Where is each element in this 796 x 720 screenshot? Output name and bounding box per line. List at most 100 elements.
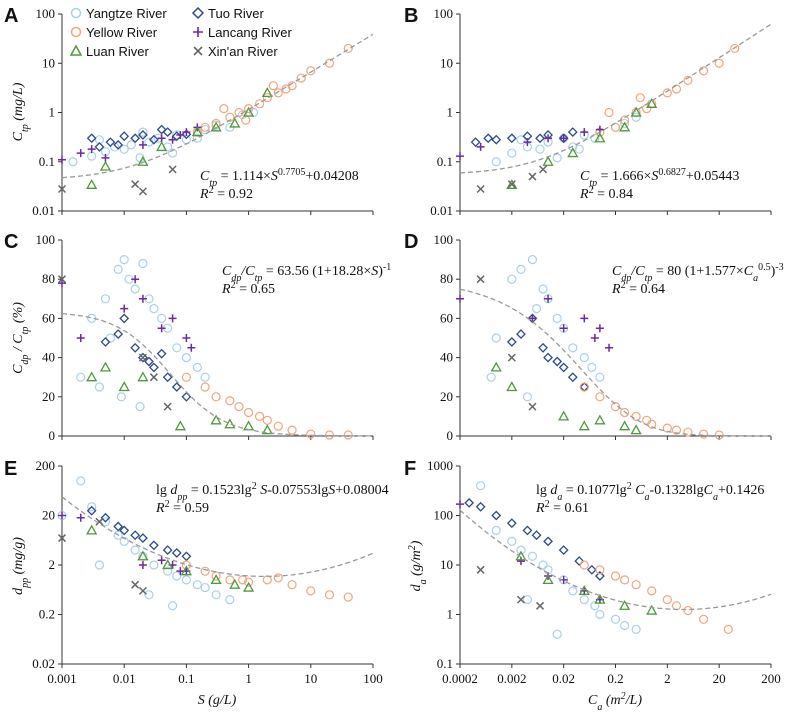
point-yellow-river xyxy=(273,573,283,583)
point-yellow-river xyxy=(595,392,605,402)
point-yellow-river xyxy=(181,372,191,382)
point-yangtze-river xyxy=(192,362,202,372)
point-luan-river xyxy=(594,593,606,604)
point-lancang-river xyxy=(187,343,196,352)
fit-curve xyxy=(61,496,374,578)
point-yangtze-river xyxy=(620,620,630,631)
point-luan-river xyxy=(156,141,168,152)
point-yangtze-river xyxy=(491,525,501,536)
point-yangtze-river xyxy=(552,629,562,639)
point-tuo-river xyxy=(552,356,563,367)
point-tuo-river xyxy=(94,142,105,152)
x-tick-label: 0.1 xyxy=(178,671,194,686)
point-tuo-river xyxy=(119,131,130,142)
point-yellow-river xyxy=(244,407,254,418)
y-tick-label: 20 xyxy=(440,389,453,404)
point-lancang-river xyxy=(131,275,140,284)
point-yangtze-river xyxy=(568,586,578,596)
point-luan-river xyxy=(242,106,255,117)
legend-item-xinan: Xin'an River xyxy=(193,44,278,59)
point-lancang-river xyxy=(58,511,66,520)
point-yellow-river xyxy=(324,590,335,600)
y-tick-label: 0 xyxy=(49,428,56,443)
point-luan-river xyxy=(261,87,273,98)
y-tick-label: 0.2 xyxy=(39,607,55,622)
point-luan-river xyxy=(567,147,579,158)
y-tick-label: 0.02 xyxy=(32,656,55,671)
point-yangtze-river xyxy=(552,313,562,323)
y-tick-label: 0.1 xyxy=(437,154,453,169)
point-luan-river xyxy=(224,418,236,429)
point-yangtze-river xyxy=(522,392,533,402)
point-luan-river xyxy=(86,524,98,535)
point-yangtze-river xyxy=(507,148,517,158)
x-tick-label: 0.02 xyxy=(552,671,575,686)
y-tick-label: 100 xyxy=(434,508,454,523)
point-tuo-river xyxy=(567,372,578,383)
legend-marker-yellow xyxy=(70,26,82,38)
point-tuo-river xyxy=(535,133,545,144)
point-tuo-river xyxy=(470,137,481,148)
point-tuo-river xyxy=(156,348,167,359)
point-tuo-river xyxy=(181,129,192,140)
fit-curve xyxy=(459,509,772,611)
point-luan-river xyxy=(191,126,203,137)
legend-label-yellow: Yellow River xyxy=(86,25,158,40)
y-axis-label: Ctp (mg/L) xyxy=(11,82,31,141)
point-yangtze-river xyxy=(538,284,548,294)
point-yangtze-river xyxy=(527,255,538,265)
point-xin-an-river xyxy=(57,275,67,284)
fit-equation: Ctp = 1.666×S0.6827+0.05443 xyxy=(580,167,739,189)
point-yellow-river xyxy=(273,421,283,431)
r-squared: R2 = 0.61 xyxy=(535,499,589,517)
point-yellow-river xyxy=(698,429,709,439)
point-yangtze-river xyxy=(130,284,140,294)
point-luan-river xyxy=(619,420,631,431)
point-tuo-river xyxy=(119,525,130,536)
x-tick-label: 0.001 xyxy=(47,671,76,686)
fit-equation: lg da = 0.1077lg2 Ca-0.1328lgCa+0.1426 xyxy=(536,481,764,503)
point-yangtze-river xyxy=(138,127,148,137)
point-xin-an-river xyxy=(95,517,104,526)
legend-item-lancang: Lancang River xyxy=(193,25,292,40)
panel-letter-c: C xyxy=(4,231,18,253)
point-luan-river xyxy=(162,559,174,570)
y-tick-label: 0 xyxy=(447,428,454,443)
point-yangtze-river xyxy=(168,148,178,158)
point-yangtze-river xyxy=(172,571,182,581)
point-yellow-river xyxy=(287,81,297,91)
point-tuo-river xyxy=(558,362,569,373)
point-luan-river xyxy=(86,178,98,189)
point-yangtze-river xyxy=(491,157,501,167)
y-tick-label: 10 xyxy=(440,55,453,70)
point-yangtze-river xyxy=(119,536,129,546)
y-tick-label: 40 xyxy=(42,350,55,365)
point-tuo-river xyxy=(113,521,124,532)
point-lancang-river xyxy=(168,314,177,323)
legend-marker-yangtze xyxy=(70,7,82,19)
point-lancang-river xyxy=(58,155,66,164)
point-yangtze-river xyxy=(516,135,526,145)
y-tick-label: 20 xyxy=(42,508,55,523)
y-tick-label: 0.01 xyxy=(32,203,55,218)
point-yangtze-river xyxy=(100,517,111,527)
legend-marker-xinan xyxy=(193,46,203,56)
point-yangtze-river xyxy=(113,264,123,274)
point-yellow-river xyxy=(324,58,335,68)
point-tuo-river xyxy=(162,545,173,556)
point-yellow-river xyxy=(296,73,306,83)
panel-letter-a: A xyxy=(4,5,18,27)
point-lancang-river xyxy=(456,500,464,509)
point-yangtze-river xyxy=(620,118,630,129)
point-lancang-river xyxy=(157,556,166,565)
y-tick-label: 100 xyxy=(36,232,56,247)
point-yangtze-river xyxy=(507,536,517,546)
point-tuo-river xyxy=(558,133,569,144)
point-lancang-river xyxy=(544,134,553,143)
point-tuo-river xyxy=(138,352,148,363)
point-luan-river xyxy=(619,121,631,132)
legend-item-luan: Luan River xyxy=(69,44,150,59)
panel-d: D 0 20 40 60 80 100 Cdp/Ctp = 80 (1+1.577×Ca0.… xyxy=(404,231,784,443)
panel-a: A 0.01 0.1 1 10 100 Ctp = 1.114×S0.7705+0.042… xyxy=(4,5,374,218)
point-yellow-river xyxy=(698,66,709,76)
